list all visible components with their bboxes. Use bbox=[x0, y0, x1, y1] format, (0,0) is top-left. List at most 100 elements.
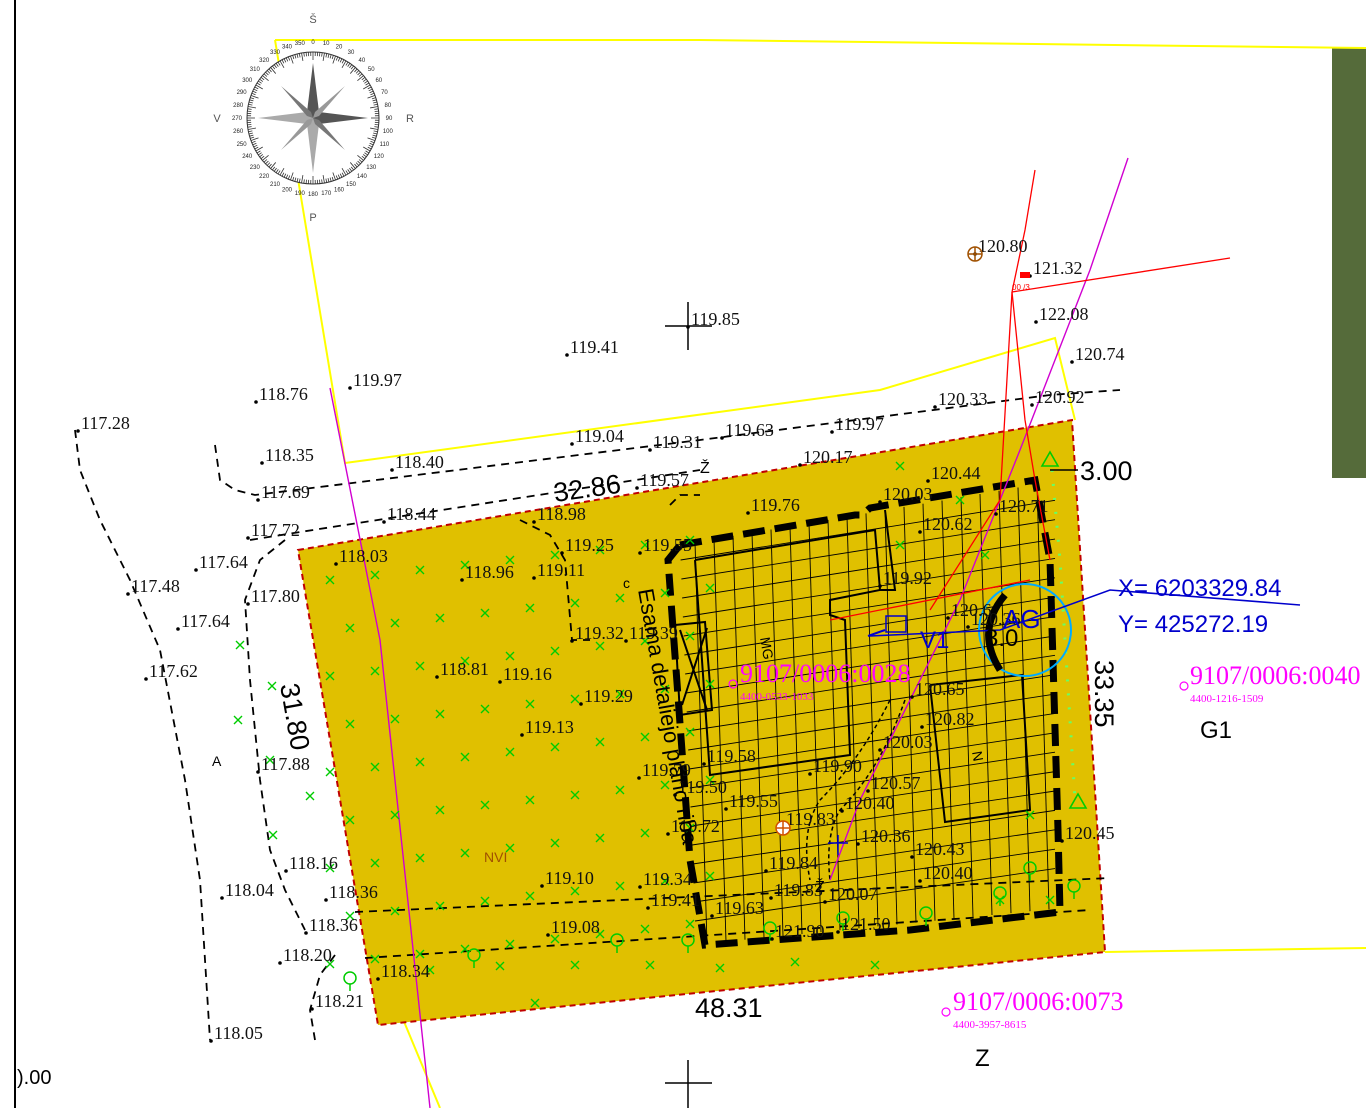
side-panel-top bbox=[1332, 0, 1366, 48]
compass-west-label: V bbox=[213, 113, 221, 125]
elevation-dot bbox=[808, 772, 812, 776]
grass-mark bbox=[415, 757, 425, 767]
elevation-label: 118.36 bbox=[329, 882, 378, 902]
grass-mark bbox=[370, 570, 380, 580]
compass-degree-label: 160 bbox=[334, 187, 345, 193]
grass-mark bbox=[550, 838, 560, 848]
grass-mark bbox=[550, 646, 560, 656]
compass-needle-sw bbox=[281, 118, 313, 150]
grass-mark bbox=[570, 598, 580, 608]
grid-line bbox=[713, 539, 727, 942]
compass-tick bbox=[249, 99, 254, 102]
elevation-label: 119.11 bbox=[537, 560, 585, 580]
elevation-dot bbox=[382, 520, 386, 524]
elevation-dot bbox=[686, 325, 690, 329]
elevation-label: 118.34 bbox=[381, 961, 430, 981]
grass-mark bbox=[345, 719, 355, 729]
compass-tick bbox=[250, 95, 259, 99]
grass-mark bbox=[895, 540, 905, 550]
grass-mark bbox=[460, 560, 470, 570]
elevation-dot bbox=[878, 748, 882, 752]
grid-line bbox=[865, 513, 879, 927]
compass-tick bbox=[277, 170, 281, 175]
coordinate-y: Y= 425272.19 bbox=[1118, 611, 1268, 638]
compass-tick bbox=[327, 178, 330, 183]
grass-mark bbox=[530, 998, 540, 1008]
compass-tick bbox=[372, 134, 377, 137]
compass-tick bbox=[259, 154, 264, 158]
grass-mark bbox=[685, 535, 695, 545]
parcel-0073[interactable]: 9107/0006:0073 4400-3957-8615 Z bbox=[941, 987, 1123, 1072]
compass-tick bbox=[266, 70, 271, 74]
elevation-dot bbox=[946, 616, 950, 620]
building-interior bbox=[674, 509, 1032, 824]
grass-mark bbox=[615, 689, 625, 699]
grid-line bbox=[682, 557, 1056, 618]
compass-tick bbox=[364, 152, 368, 156]
compass-tick bbox=[285, 174, 289, 179]
parcel-id: 9107/0006:0040 bbox=[1190, 661, 1360, 690]
compass-tick bbox=[332, 172, 336, 181]
grass-mark bbox=[525, 603, 535, 613]
compass-tick bbox=[298, 53, 301, 58]
compass-tick bbox=[371, 136, 376, 139]
parcel-0028[interactable]: 9107/0006:0028 4400-0533-1033 bbox=[728, 659, 910, 703]
grid-line bbox=[682, 538, 1056, 599]
compass-tick bbox=[272, 65, 276, 70]
elevation-label: 120.03 bbox=[883, 484, 933, 504]
elevation-dot bbox=[532, 576, 536, 580]
compass-tick bbox=[357, 160, 361, 165]
compass-tick bbox=[275, 63, 279, 67]
grass-mark bbox=[425, 965, 435, 975]
compass-tick bbox=[341, 59, 345, 64]
elevation-label: 120.43 bbox=[915, 839, 965, 859]
compass-tick bbox=[349, 67, 356, 74]
compass-tick bbox=[248, 103, 253, 106]
elevation-dot bbox=[769, 896, 773, 900]
compass-tick bbox=[322, 175, 325, 184]
grass-mark bbox=[505, 843, 515, 853]
compass-tick bbox=[339, 58, 343, 63]
grass-mark bbox=[570, 790, 580, 800]
elevation-label: 119.85 bbox=[691, 309, 740, 329]
grid-line bbox=[884, 510, 898, 925]
grass-mark bbox=[480, 800, 490, 810]
elevation-dot bbox=[673, 793, 677, 797]
compass-tick bbox=[370, 127, 379, 130]
compass-tick bbox=[281, 59, 285, 64]
compass-tick bbox=[287, 175, 291, 180]
land-plot[interactable] bbox=[296, 418, 1107, 1027]
elevation-dot bbox=[635, 486, 639, 490]
label-ag: AG bbox=[1003, 604, 1041, 634]
elevation-label: 120.17 bbox=[803, 447, 853, 467]
elevation-label: 117.64 bbox=[199, 552, 248, 572]
elevation-dot bbox=[560, 551, 564, 555]
compass-degree-label: 50 bbox=[368, 67, 375, 73]
compass-tick bbox=[283, 58, 287, 63]
elevation-dot bbox=[220, 896, 224, 900]
grass-mark bbox=[480, 704, 490, 714]
grass-mark bbox=[595, 929, 605, 939]
elevation-dot bbox=[540, 884, 544, 888]
grass-mark bbox=[267, 681, 277, 691]
elevation-label: 117.48 bbox=[131, 576, 180, 596]
elevation-dot bbox=[638, 885, 642, 889]
elevation-label: 117.28 bbox=[81, 413, 130, 433]
elevation-dot bbox=[565, 353, 569, 357]
compass-east-label: R bbox=[406, 113, 414, 125]
compass-tick bbox=[265, 160, 269, 165]
elevation-label: 119.13 bbox=[525, 717, 574, 737]
parcel-0040[interactable]: 9107/0006:0040 4400-1216-1509 G1 bbox=[1179, 661, 1360, 744]
compass-tick bbox=[256, 150, 261, 154]
grid-line bbox=[689, 732, 1056, 789]
grid-line bbox=[685, 635, 1056, 694]
grass-mark bbox=[370, 762, 380, 772]
compass-tick bbox=[370, 106, 379, 109]
grid-line bbox=[694, 542, 708, 944]
elevation-label: 119.63 bbox=[715, 898, 764, 918]
compass-degree-label: 130 bbox=[366, 165, 377, 171]
elevation-dot bbox=[348, 386, 352, 390]
grass-mark bbox=[1045, 895, 1055, 905]
conifer-icon bbox=[1040, 450, 1060, 467]
elevation-dot bbox=[770, 937, 774, 941]
